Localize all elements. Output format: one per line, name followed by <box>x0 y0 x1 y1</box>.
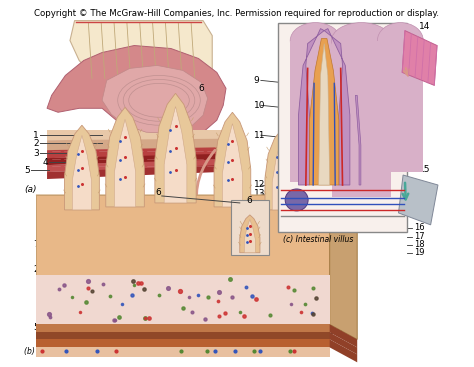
Text: 5: 5 <box>24 166 30 175</box>
Bar <box>331 40 391 197</box>
Polygon shape <box>244 219 255 253</box>
Text: 1: 1 <box>33 131 39 140</box>
Polygon shape <box>164 106 187 203</box>
Polygon shape <box>356 95 361 185</box>
Polygon shape <box>36 348 330 357</box>
Polygon shape <box>330 324 357 348</box>
Polygon shape <box>47 159 230 172</box>
Polygon shape <box>106 107 144 207</box>
Polygon shape <box>70 21 212 100</box>
Polygon shape <box>47 154 230 165</box>
Text: 3: 3 <box>33 149 39 157</box>
Text: (b) Section of small intestine: (b) Section of small intestine <box>24 347 134 356</box>
Polygon shape <box>402 30 437 86</box>
Polygon shape <box>399 175 438 225</box>
Text: 16: 16 <box>414 224 425 232</box>
Ellipse shape <box>331 23 391 58</box>
Polygon shape <box>47 130 230 140</box>
Text: 4: 4 <box>271 330 276 339</box>
Text: 11: 11 <box>254 131 265 140</box>
Polygon shape <box>319 44 330 185</box>
Ellipse shape <box>290 23 341 58</box>
Text: 5: 5 <box>33 323 39 332</box>
Text: 19: 19 <box>414 248 425 257</box>
Polygon shape <box>222 124 243 207</box>
Polygon shape <box>36 275 330 324</box>
Text: (a): (a) <box>24 185 36 194</box>
Bar <box>290 40 341 182</box>
Polygon shape <box>272 140 290 210</box>
Text: 9: 9 <box>254 76 259 85</box>
Polygon shape <box>36 195 357 210</box>
Bar <box>377 40 423 172</box>
Polygon shape <box>214 112 251 207</box>
Text: 6: 6 <box>246 196 252 205</box>
Text: 2: 2 <box>33 139 39 148</box>
Bar <box>36 339 330 348</box>
Bar <box>36 324 330 333</box>
Polygon shape <box>299 29 324 185</box>
Bar <box>278 23 407 232</box>
Bar <box>36 333 330 339</box>
Text: 15: 15 <box>419 165 430 174</box>
Text: 18: 18 <box>414 240 425 249</box>
Text: 17: 17 <box>414 232 425 241</box>
Text: 6: 6 <box>155 188 161 197</box>
Polygon shape <box>114 119 136 207</box>
Text: 13: 13 <box>254 189 265 199</box>
Polygon shape <box>73 135 91 210</box>
Text: 14: 14 <box>419 22 430 30</box>
Bar <box>230 200 269 255</box>
Text: 6: 6 <box>199 84 204 93</box>
Polygon shape <box>240 215 260 253</box>
Text: 3: 3 <box>271 322 276 331</box>
Polygon shape <box>47 46 226 138</box>
Polygon shape <box>310 39 339 185</box>
Text: Copyright © The McGraw-Hill Companies, Inc. Permission required for reproduction: Copyright © The McGraw-Hill Companies, I… <box>35 9 439 18</box>
Polygon shape <box>36 195 330 324</box>
Polygon shape <box>291 153 317 213</box>
Polygon shape <box>47 164 230 179</box>
Polygon shape <box>330 195 357 339</box>
Text: 12: 12 <box>254 181 265 189</box>
Polygon shape <box>47 147 230 158</box>
Ellipse shape <box>285 189 308 211</box>
Text: 4: 4 <box>43 157 48 167</box>
Polygon shape <box>297 160 311 213</box>
Polygon shape <box>330 333 357 355</box>
Polygon shape <box>64 125 100 210</box>
Polygon shape <box>265 130 297 210</box>
Text: 2: 2 <box>33 265 39 274</box>
Text: 10: 10 <box>254 101 265 110</box>
Polygon shape <box>324 29 350 185</box>
Polygon shape <box>330 339 357 362</box>
Text: 7: 7 <box>33 240 39 249</box>
Polygon shape <box>102 65 208 133</box>
Ellipse shape <box>377 23 423 58</box>
Polygon shape <box>155 93 196 203</box>
Polygon shape <box>47 139 230 150</box>
Text: 8: 8 <box>336 325 342 334</box>
Text: (c) Intestinal villus: (c) Intestinal villus <box>283 235 353 244</box>
